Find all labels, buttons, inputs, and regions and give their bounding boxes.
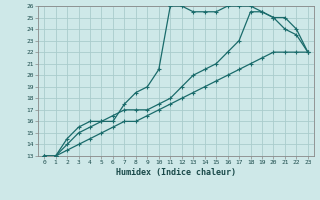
X-axis label: Humidex (Indice chaleur): Humidex (Indice chaleur) xyxy=(116,168,236,177)
